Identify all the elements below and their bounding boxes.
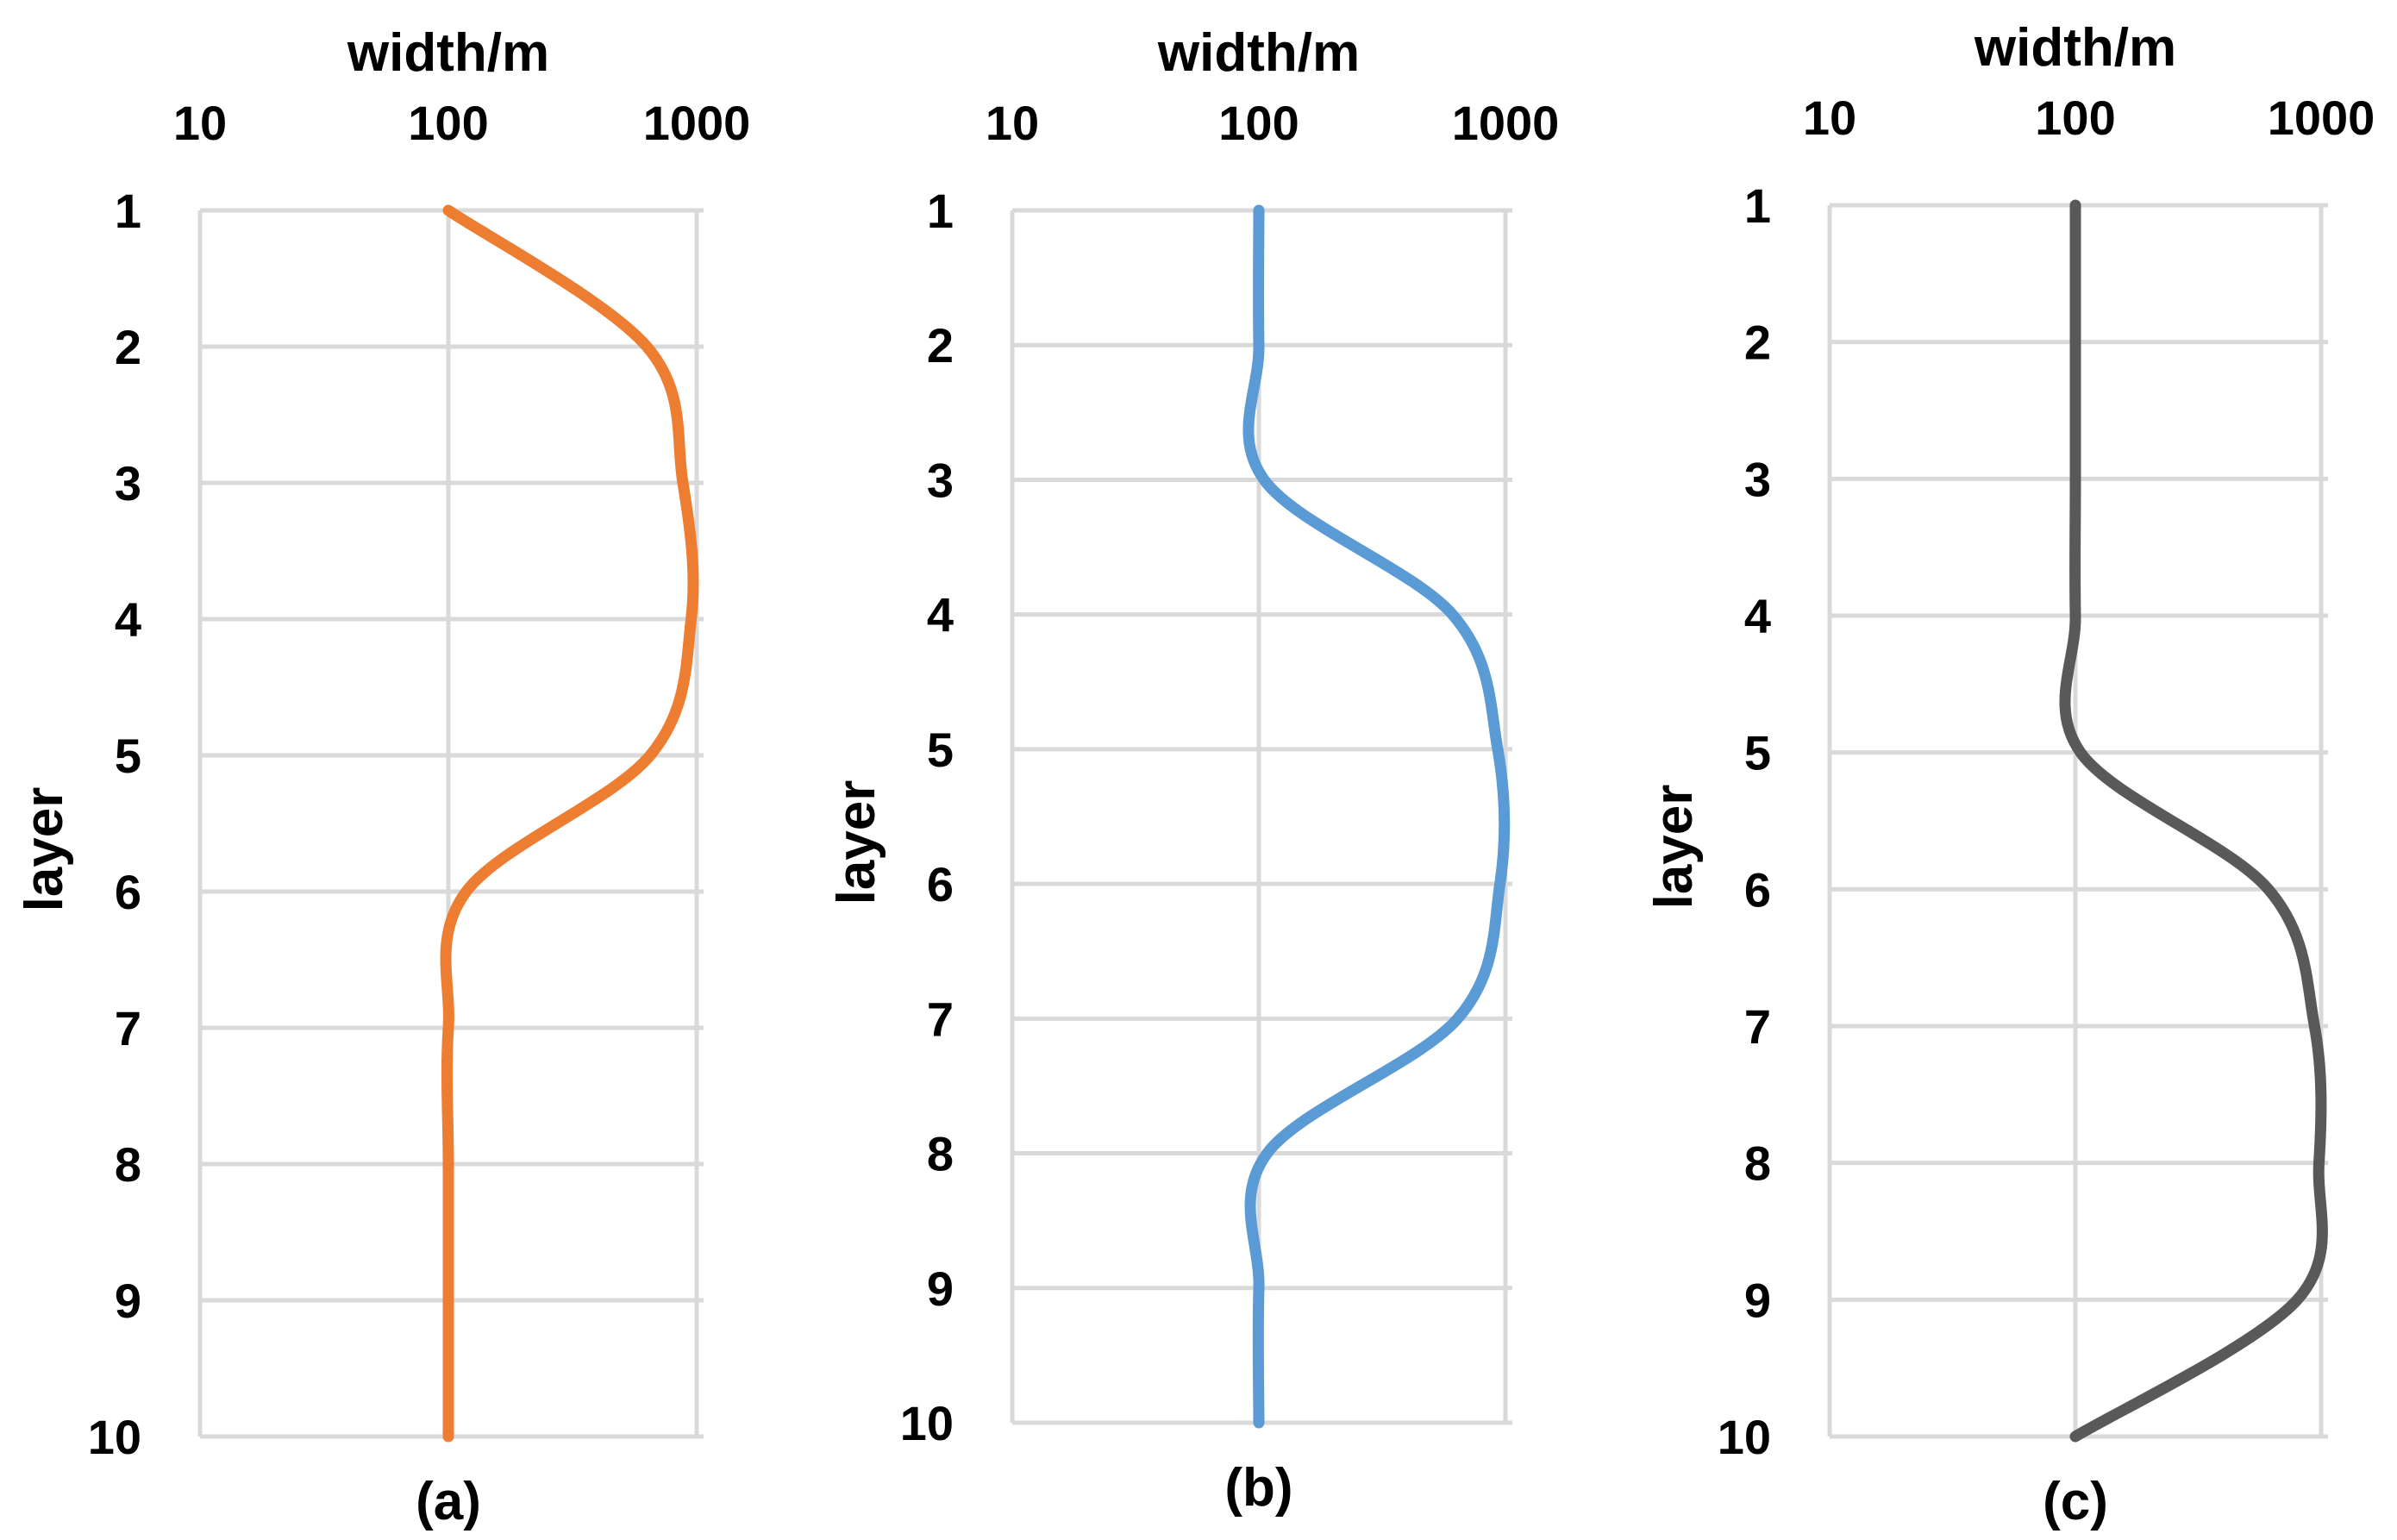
y-axis-title: layer xyxy=(827,780,886,905)
y-tick-label: 9 xyxy=(1744,1273,1771,1327)
y-tick-label: 6 xyxy=(115,865,141,919)
y-tick-label: 5 xyxy=(115,729,141,783)
x-axis-title: width/m xyxy=(347,23,549,83)
x-tick-label: 100 xyxy=(2035,91,2115,145)
y-tick-label: 9 xyxy=(927,1261,954,1316)
y-tick-label: 8 xyxy=(927,1127,954,1181)
x-tick-label: 1000 xyxy=(2268,91,2375,145)
x-axis-title: width/m xyxy=(1157,23,1360,83)
x-tick-label: 10 xyxy=(1803,91,1856,145)
y-tick-label: 6 xyxy=(927,857,954,911)
series-line xyxy=(440,204,699,1443)
y-tick-label: 4 xyxy=(115,592,141,647)
y-tick-label: 2 xyxy=(1744,316,1771,370)
x-axis-title: width/m xyxy=(1974,18,2176,78)
y-tick-label: 7 xyxy=(927,992,954,1046)
chart-b: 1 2 3 4 5 6 7 8 9 10 10 100 1000 width/m layer (b) xyxy=(827,23,1559,1518)
y-tick-label: 9 xyxy=(115,1274,141,1328)
y-axis-title: layer xyxy=(1644,785,1704,910)
series-line xyxy=(1242,204,1511,1429)
y-tick-label: 1 xyxy=(115,184,141,238)
y-tick-label: 2 xyxy=(927,318,954,372)
chart-a: 1 2 3 4 5 6 7 8 9 10 10 100 1000 width/m layer (a) xyxy=(15,23,750,1531)
y-tick-label: 3 xyxy=(115,456,141,510)
x-tick-label: 1000 xyxy=(643,96,751,150)
y-tick-label: 7 xyxy=(115,1001,141,1055)
y-tick-label: 3 xyxy=(1744,452,1771,506)
chart-caption: (c) xyxy=(2043,1472,2108,1531)
y-tick-label: 2 xyxy=(115,320,141,374)
y-tick-label: 10 xyxy=(1718,1410,1771,1464)
y-tick-label: 8 xyxy=(115,1137,141,1192)
y-tick-label: 3 xyxy=(927,453,954,507)
x-tick-label: 100 xyxy=(1218,96,1299,150)
x-tick-label: 100 xyxy=(408,96,488,150)
chart-caption: (a) xyxy=(416,1472,481,1531)
series-line xyxy=(2059,199,2328,1443)
y-tick-label: 1 xyxy=(1744,178,1771,233)
y-axis-title: layer xyxy=(15,787,74,912)
y-tick-label: 6 xyxy=(1744,862,1771,917)
y-tick-label: 10 xyxy=(900,1396,954,1450)
y-tick-label: 8 xyxy=(1744,1136,1771,1191)
y-tick-label: 4 xyxy=(1744,589,1771,643)
chart-c: 1 2 3 4 5 6 7 8 9 10 10 100 1000 width/m layer (c) xyxy=(1644,18,2375,1531)
x-tick-label: 10 xyxy=(173,96,227,150)
x-tick-label: 10 xyxy=(986,96,1039,150)
y-tick-label: 5 xyxy=(927,723,954,777)
y-tick-label: 1 xyxy=(927,184,954,238)
y-tick-label: 4 xyxy=(927,588,954,642)
x-tick-label: 1000 xyxy=(1452,96,1560,150)
y-tick-label: 5 xyxy=(1744,726,1771,780)
y-tick-label: 7 xyxy=(1744,999,1771,1054)
chart-caption: (b) xyxy=(1224,1458,1292,1518)
y-tick-label: 10 xyxy=(88,1410,141,1464)
